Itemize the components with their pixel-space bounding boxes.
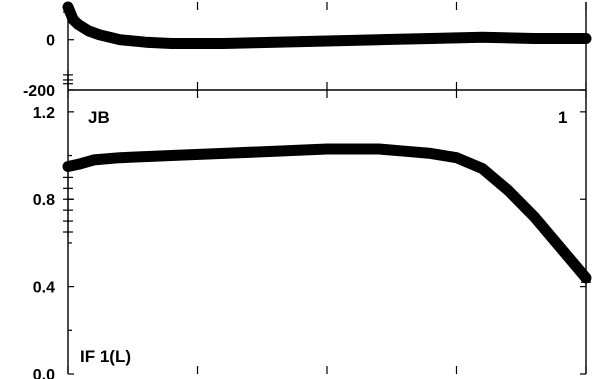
lower-plus-marker <box>63 205 73 216</box>
lower-plus-marker <box>63 183 73 194</box>
upper-y-tick-label: -200 <box>23 83 55 100</box>
lower-plus-marker <box>63 216 73 227</box>
upper-panel: 0 -200 JB 1 <box>23 1 592 127</box>
upper-plus-marker <box>581 33 591 44</box>
lower-y-tick-label: 0.4 <box>33 280 55 297</box>
lower-axes <box>67 89 587 375</box>
lower-series <box>62 143 592 288</box>
upper-plus-marker <box>63 7 73 18</box>
upper-labels: 0 -200 JB 1 <box>23 33 568 127</box>
lower-plus-marker <box>581 277 591 288</box>
lower-series-line <box>62 143 592 284</box>
lower-labels: 0.0 0.4 0.8 1.2 IF 1(L) <box>33 105 131 379</box>
lower-panel-label: IF 1(L) <box>80 347 131 366</box>
lower-panel: 0.0 0.4 0.8 1.2 IF 1(L) <box>33 89 592 379</box>
upper-plus-marker <box>63 78 73 89</box>
lower-y-tick-label: 1.2 <box>33 105 55 122</box>
upper-panel-label: 1 <box>558 108 567 127</box>
lower-plus-marker <box>63 194 73 205</box>
lower-y-tick-label: 0.8 <box>33 192 55 209</box>
lower-plus-marker <box>63 172 73 183</box>
upper-y-tick-label: 0 <box>46 33 55 50</box>
upper-panel-label: JB <box>88 108 110 127</box>
upper-series-line <box>62 1 592 49</box>
lower-y-tick-label: 0.0 <box>33 367 55 379</box>
lower-plus-marker <box>63 161 73 172</box>
upper-series <box>62 1 592 89</box>
lower-plus-marker <box>63 227 73 237</box>
